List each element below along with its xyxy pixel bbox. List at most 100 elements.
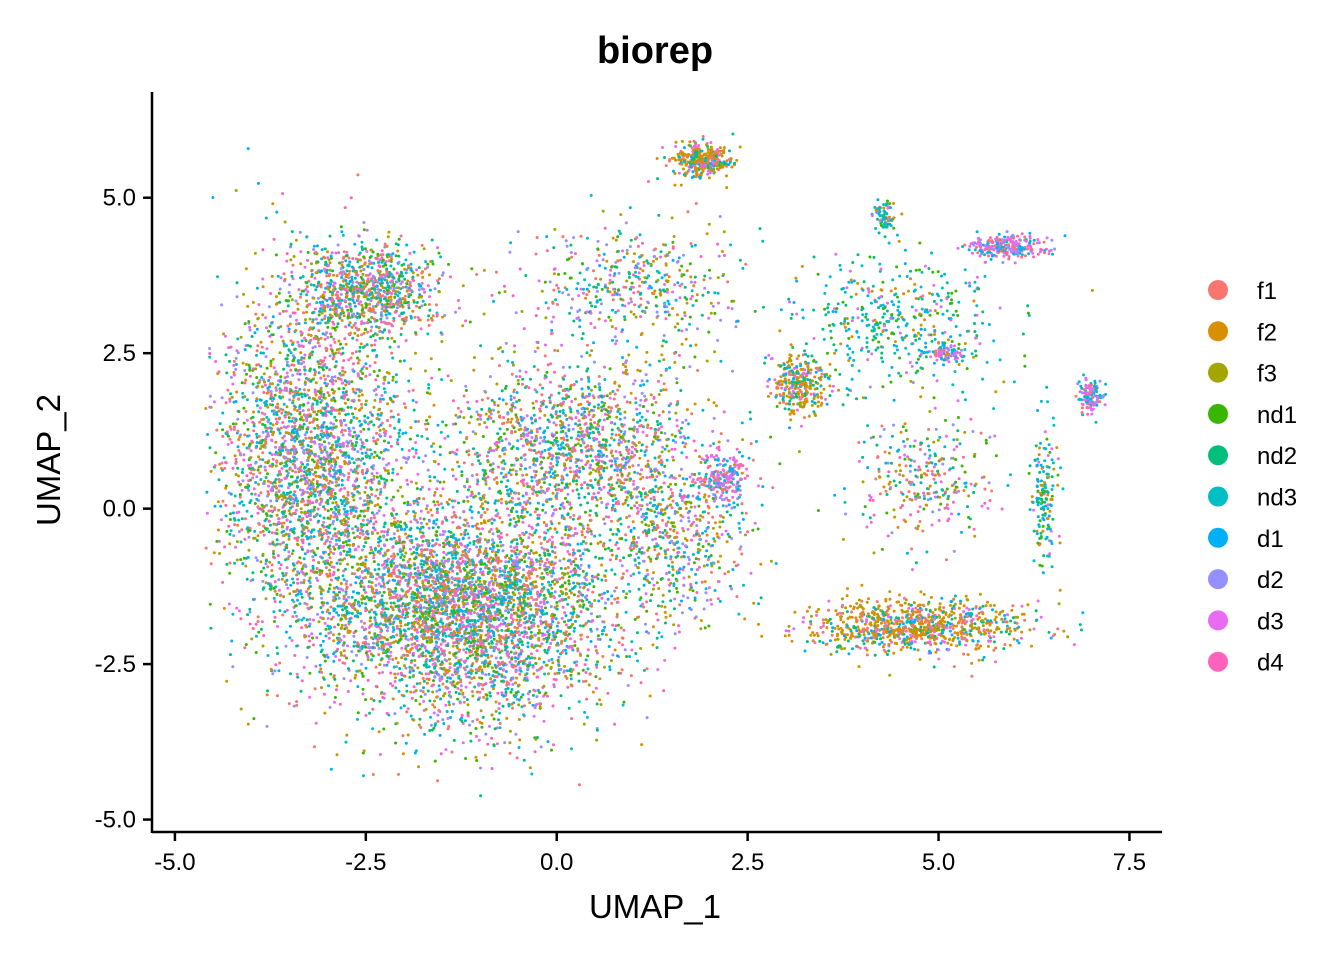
- data-point: [396, 489, 400, 493]
- data-point: [273, 393, 277, 397]
- data-point: [393, 579, 396, 582]
- data-point: [381, 640, 385, 644]
- data-point: [300, 595, 304, 599]
- data-point: [537, 668, 541, 672]
- data-point: [302, 665, 306, 669]
- data-point: [377, 567, 381, 571]
- data-point: [361, 687, 365, 691]
- data-point: [515, 545, 519, 549]
- data-point: [379, 505, 383, 509]
- data-point: [346, 690, 350, 693]
- data-point: [581, 524, 585, 528]
- data-point: [463, 568, 467, 572]
- data-point: [573, 661, 577, 664]
- data-point: [470, 690, 474, 694]
- data-point: [430, 671, 434, 674]
- data-point: [538, 691, 542, 695]
- data-point: [425, 557, 429, 561]
- data-point: [379, 539, 382, 543]
- data-point: [468, 650, 472, 654]
- data-point: [300, 618, 304, 622]
- data-point: [568, 637, 572, 641]
- data-point: [368, 619, 372, 623]
- data-point: [400, 678, 404, 681]
- data-point: [429, 573, 433, 577]
- data-point: [311, 346, 315, 350]
- data-point: [313, 745, 316, 749]
- data-point: [553, 551, 557, 555]
- data-point: [575, 531, 579, 535]
- data-point: [444, 625, 448, 629]
- data-point: [413, 628, 417, 632]
- data-point: [428, 659, 432, 663]
- data-point: [419, 509, 423, 513]
- data-point: [539, 542, 543, 545]
- data-point: [604, 579, 608, 582]
- data-point: [549, 563, 553, 566]
- data-point: [516, 588, 520, 591]
- data-point: [356, 562, 360, 566]
- data-point: [286, 324, 290, 328]
- data-point: [327, 552, 331, 556]
- data-point: [500, 628, 504, 632]
- data-point: [401, 602, 405, 606]
- data-point: [257, 455, 261, 459]
- data-point: [513, 580, 517, 584]
- data-point: [287, 702, 291, 706]
- data-point: [554, 578, 558, 582]
- data-point: [436, 423, 440, 427]
- data-point: [470, 516, 474, 520]
- data-point: [457, 501, 460, 505]
- data-point: [267, 305, 271, 309]
- data-point: [364, 651, 368, 655]
- data-point: [572, 560, 576, 563]
- data-point: [349, 405, 353, 409]
- data-point: [572, 607, 576, 611]
- data-point: [368, 551, 372, 555]
- data-point: [509, 622, 513, 626]
- data-point: [391, 356, 395, 360]
- data-point: [416, 666, 420, 670]
- data-point: [491, 532, 495, 536]
- data-point: [560, 590, 564, 594]
- data-point: [406, 582, 410, 586]
- data-point: [353, 640, 356, 644]
- data-point: [531, 580, 535, 584]
- data-point: [259, 478, 263, 481]
- data-point: [563, 611, 567, 615]
- data-point: [505, 564, 508, 568]
- data-point: [349, 583, 353, 587]
- data-point: [398, 537, 402, 541]
- data-point: [419, 603, 422, 607]
- data-point: [523, 591, 527, 595]
- data-point: [269, 667, 273, 671]
- data-point: [577, 573, 581, 577]
- data-point: [471, 563, 475, 567]
- data-point: [468, 654, 472, 658]
- data-point: [386, 581, 390, 585]
- data-point: [481, 502, 484, 506]
- data-point: [540, 576, 544, 580]
- data-point: [533, 633, 537, 637]
- data-point: [429, 637, 433, 641]
- data-point: [311, 636, 314, 640]
- data-point: [552, 677, 556, 681]
- data-point: [238, 451, 242, 455]
- data-point: [502, 663, 506, 667]
- data-point: [464, 685, 468, 689]
- data-point: [401, 734, 405, 738]
- data-point: [446, 596, 450, 600]
- data-point: [465, 698, 469, 702]
- data-point: [392, 516, 396, 520]
- data-point: [510, 549, 514, 553]
- data-point: [456, 687, 460, 690]
- data-point: [360, 333, 363, 337]
- data-point: [459, 618, 463, 622]
- data-point: [459, 688, 463, 692]
- data-point: [302, 388, 306, 392]
- data-point: [608, 668, 612, 672]
- data-point: [361, 576, 365, 580]
- data-point: [529, 626, 533, 630]
- data-point: [432, 442, 435, 446]
- data-point: [228, 542, 232, 546]
